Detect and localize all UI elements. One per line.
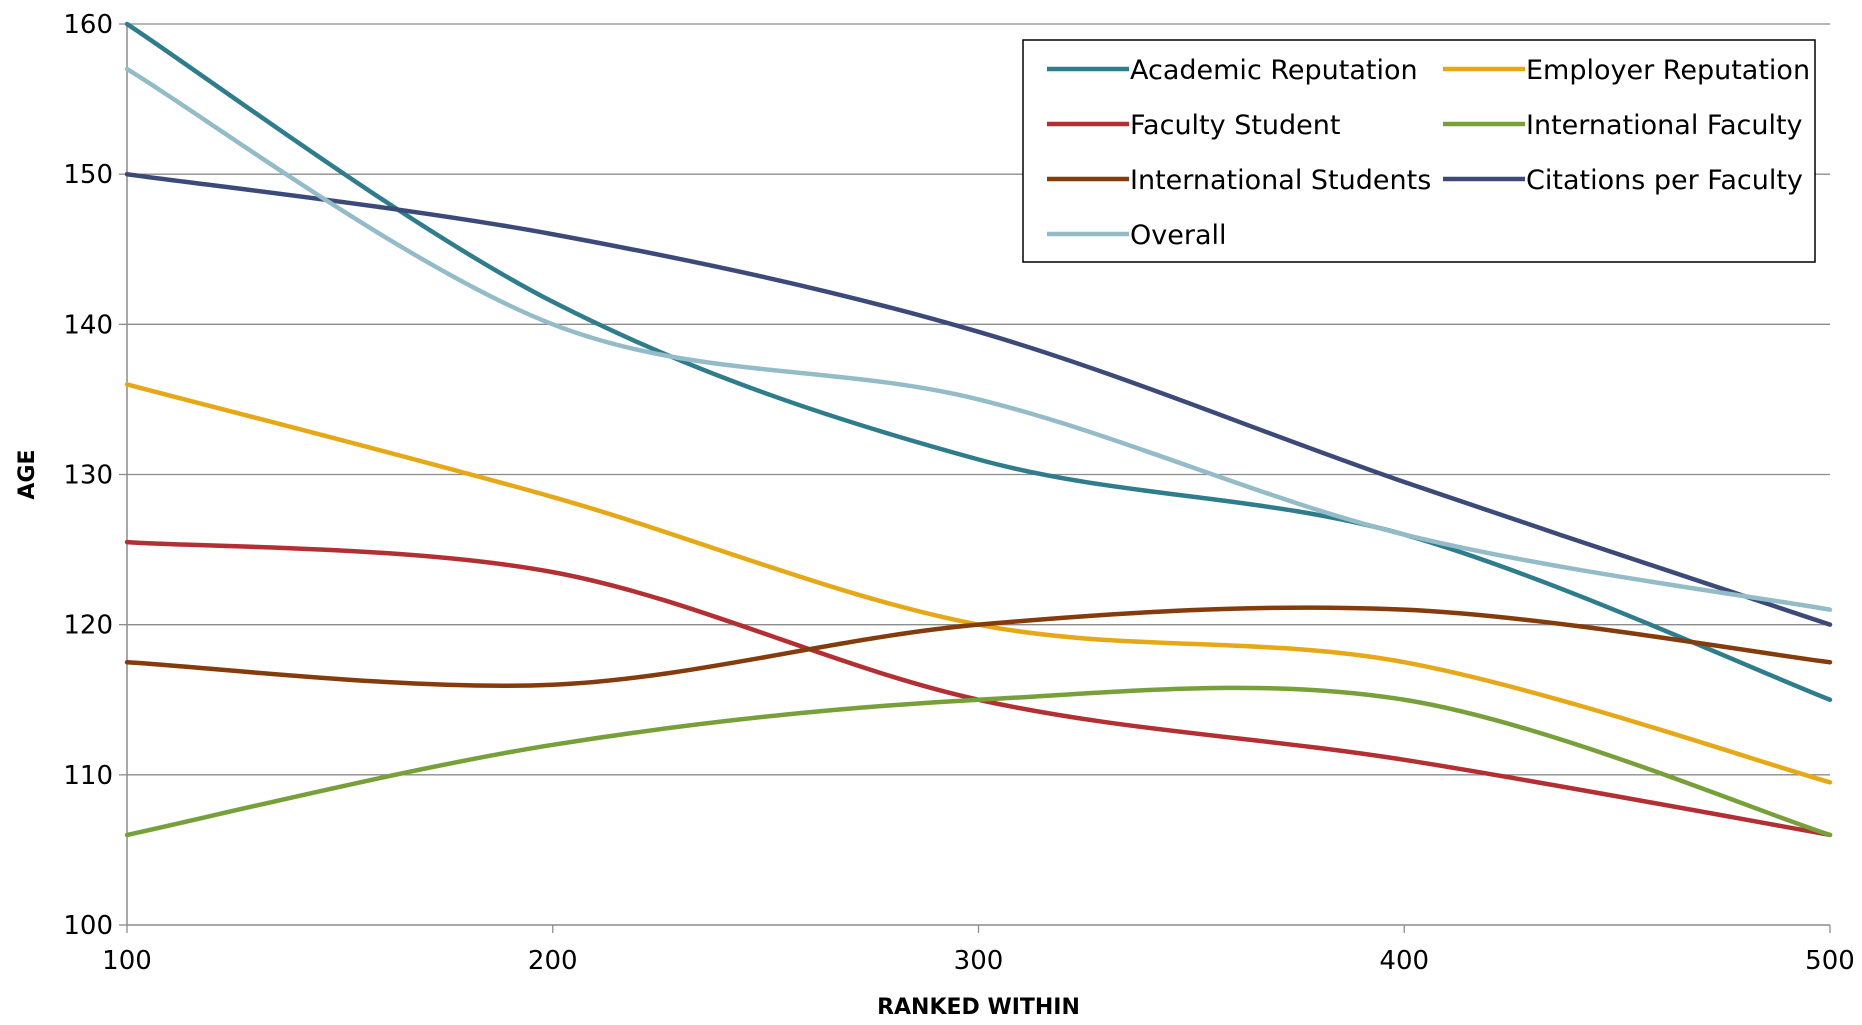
legend-label: Overall (1130, 220, 1227, 251)
y-axis-title: AGE (15, 449, 40, 499)
legend: Academic Reputation Employer Reputation Fa… (1022, 39, 1816, 263)
y-tick-label: 100 (63, 911, 113, 941)
series-line-international-faculty (124, 685, 1833, 838)
y-tick-label: 120 (63, 611, 113, 641)
series-line-faculty-student (124, 539, 1833, 838)
tick-labels: 100 110 120 130 140 150 160 100 200 300 400 500 (63, 10, 1854, 976)
y-tick-label: 130 (63, 461, 113, 491)
legend-label: Academic Reputation (1130, 55, 1418, 86)
y-tick-label: 140 (63, 310, 113, 340)
y-tick-label: 110 (63, 761, 113, 791)
series-line-citations-per-faculty (124, 171, 1833, 627)
x-tick-label: 200 (528, 946, 578, 976)
x-tick-label: 500 (1805, 946, 1855, 976)
legend-box (1022, 39, 1816, 263)
legend-label: Employer Reputation (1526, 55, 1810, 86)
series-line-employer-reputation (124, 382, 1833, 785)
series-line-international-students (124, 605, 1833, 688)
legend-label: International Students (1130, 165, 1431, 196)
series-line-academic-reputation (124, 21, 1833, 702)
x-axis-title: RANKED WITHIN (877, 995, 1080, 1020)
x-tick-label: 300 (954, 946, 1004, 976)
gridlines (127, 23, 1830, 776)
legend-label: Faculty Student (1130, 110, 1341, 141)
legend-label: Citations per Faculty (1526, 165, 1803, 196)
series-line-overall (124, 66, 1833, 612)
y-tick-label: 150 (63, 160, 113, 190)
x-tick-label: 400 (1379, 946, 1429, 976)
legend-label: International Faculty (1526, 110, 1803, 141)
series-lines (124, 21, 1833, 838)
x-tick-label: 100 (102, 946, 152, 976)
y-tick-label: 160 (63, 10, 113, 40)
